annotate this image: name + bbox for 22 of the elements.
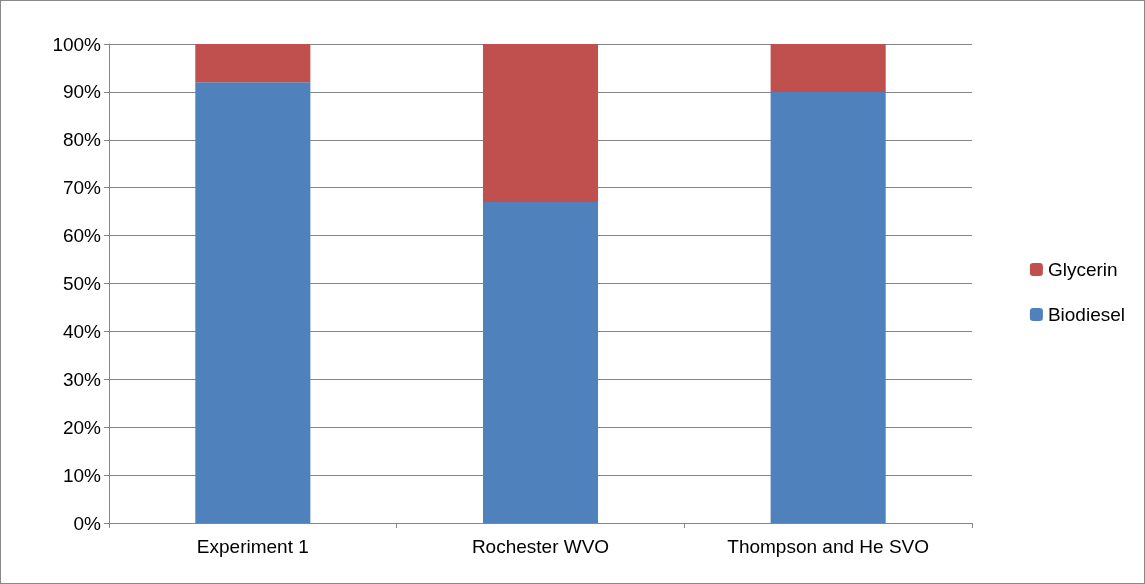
y-tick-label: 80%	[62, 129, 102, 151]
y-tick-label: 70%	[62, 177, 102, 199]
y-tick-label: 0%	[73, 512, 102, 534]
y-tick-label: 100%	[52, 33, 102, 55]
y-tick-label: 10%	[62, 464, 102, 486]
legend-label: Glycerin	[1047, 259, 1118, 280]
y-tick-label: 20%	[62, 416, 102, 438]
x-tick-label: Rochester WVO	[471, 536, 610, 557]
x-tick-label: Thompson and He SVO	[727, 536, 930, 557]
bar	[770, 91, 886, 523]
bar	[195, 82, 311, 523]
y-tick-label: 50%	[62, 273, 102, 294]
y-tick-label: 40%	[62, 320, 102, 342]
y-tick-label: 60%	[62, 225, 102, 247]
y-tick-label: 90%	[62, 81, 102, 103]
x-tick-label: Experiment 1	[196, 536, 309, 557]
bar	[482, 202, 599, 523]
bar	[482, 44, 599, 203]
y-tick-label: 30%	[62, 368, 102, 390]
bar	[770, 44, 886, 92]
legend-label: Biodiesel	[1047, 304, 1126, 325]
bar	[195, 44, 311, 83]
